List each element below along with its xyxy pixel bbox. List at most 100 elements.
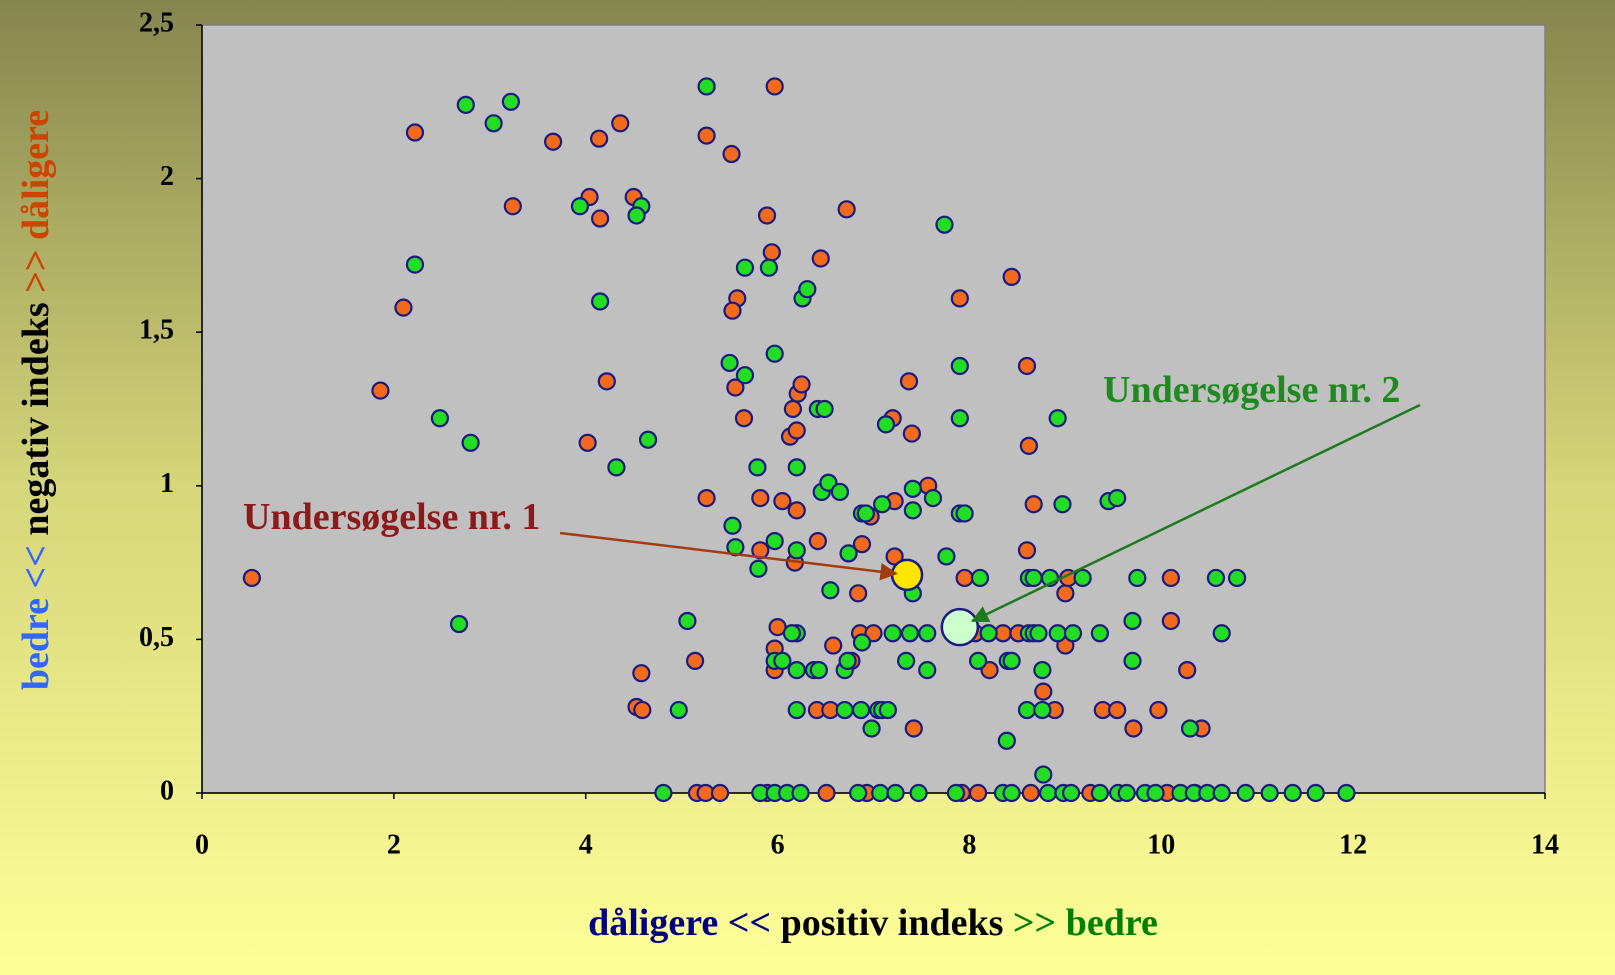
point bbox=[864, 624, 883, 643]
point bbox=[1306, 783, 1325, 803]
x-axis-title-part: >> bedre bbox=[1013, 902, 1158, 944]
point bbox=[654, 783, 673, 803]
point bbox=[1053, 495, 1072, 514]
point bbox=[1212, 783, 1231, 803]
point bbox=[968, 783, 988, 803]
point bbox=[817, 783, 836, 803]
point bbox=[787, 541, 806, 560]
point bbox=[876, 415, 896, 434]
point bbox=[903, 479, 922, 498]
point bbox=[611, 114, 630, 133]
highlight-point bbox=[890, 558, 924, 592]
point bbox=[1146, 783, 1165, 803]
point bbox=[1108, 488, 1127, 508]
point bbox=[1236, 783, 1255, 803]
x-tick-label: 10 bbox=[1147, 829, 1175, 860]
point bbox=[1029, 624, 1048, 643]
point bbox=[710, 783, 730, 803]
point bbox=[815, 399, 834, 419]
y-axis-title-part: >> dåligere bbox=[15, 110, 57, 293]
point bbox=[685, 651, 705, 671]
point bbox=[980, 661, 999, 680]
point bbox=[591, 292, 610, 311]
x-tick-label: 2 bbox=[387, 829, 401, 860]
point bbox=[627, 206, 646, 225]
annotation: Undersøgelse nr. 2 bbox=[1103, 369, 1400, 411]
point bbox=[1149, 700, 1168, 720]
point bbox=[1048, 409, 1067, 428]
point bbox=[873, 495, 892, 514]
point bbox=[722, 144, 741, 164]
point bbox=[821, 581, 840, 600]
point bbox=[835, 700, 854, 720]
point bbox=[1034, 682, 1053, 701]
point bbox=[787, 700, 806, 720]
point bbox=[1017, 700, 1037, 720]
point bbox=[759, 258, 779, 277]
point bbox=[783, 399, 803, 419]
x-axis-title: dåligere << positiv indeks >> bedre bbox=[588, 902, 1158, 944]
point bbox=[997, 731, 1016, 750]
point bbox=[791, 783, 810, 803]
highlight-point bbox=[940, 607, 980, 647]
point bbox=[405, 123, 425, 142]
point bbox=[773, 492, 792, 511]
point bbox=[1033, 661, 1052, 680]
point bbox=[456, 95, 475, 114]
x-tick-label: 0 bbox=[195, 829, 209, 860]
point bbox=[950, 289, 969, 308]
point bbox=[811, 249, 830, 268]
point bbox=[734, 409, 754, 428]
point bbox=[607, 458, 626, 477]
point bbox=[838, 651, 857, 671]
point bbox=[792, 375, 811, 394]
point bbox=[902, 424, 921, 443]
point bbox=[1024, 568, 1043, 588]
point bbox=[897, 651, 916, 671]
point bbox=[1073, 568, 1092, 588]
annotation-arrow bbox=[970, 403, 1421, 623]
point bbox=[787, 661, 806, 680]
y-axis-title-part: bedre << bbox=[15, 545, 57, 690]
point bbox=[1021, 783, 1040, 803]
point bbox=[819, 473, 838, 492]
point bbox=[1017, 356, 1037, 376]
point bbox=[765, 344, 784, 363]
point bbox=[591, 209, 610, 228]
point bbox=[904, 719, 923, 738]
point bbox=[1090, 783, 1109, 803]
point bbox=[787, 458, 806, 477]
point bbox=[1117, 783, 1136, 803]
y-tick-label: 0,5 bbox=[139, 622, 174, 653]
x-tick-label: 6 bbox=[771, 829, 785, 860]
point bbox=[1056, 584, 1075, 603]
point bbox=[1178, 661, 1197, 680]
point bbox=[837, 200, 856, 219]
point bbox=[1128, 568, 1147, 588]
point bbox=[773, 651, 792, 671]
point bbox=[862, 719, 881, 738]
point bbox=[735, 366, 755, 385]
point bbox=[1283, 783, 1302, 803]
annotation: Undersøgelse nr. 1 bbox=[243, 496, 540, 538]
point bbox=[726, 378, 745, 397]
point bbox=[923, 488, 943, 508]
point bbox=[852, 633, 872, 652]
point bbox=[1063, 624, 1083, 643]
point bbox=[918, 661, 937, 680]
point bbox=[1260, 783, 1279, 803]
point bbox=[968, 651, 988, 671]
point bbox=[723, 516, 742, 535]
y-tick-label: 0 bbox=[160, 775, 174, 806]
point bbox=[633, 700, 652, 720]
point bbox=[1024, 495, 1043, 514]
y-tick-label: 2,5 bbox=[139, 7, 174, 38]
x-tick-label: 12 bbox=[1339, 829, 1367, 860]
point bbox=[632, 664, 651, 683]
point bbox=[394, 298, 413, 317]
point bbox=[461, 433, 480, 452]
point bbox=[597, 372, 616, 391]
point bbox=[501, 92, 520, 111]
point bbox=[484, 114, 503, 133]
